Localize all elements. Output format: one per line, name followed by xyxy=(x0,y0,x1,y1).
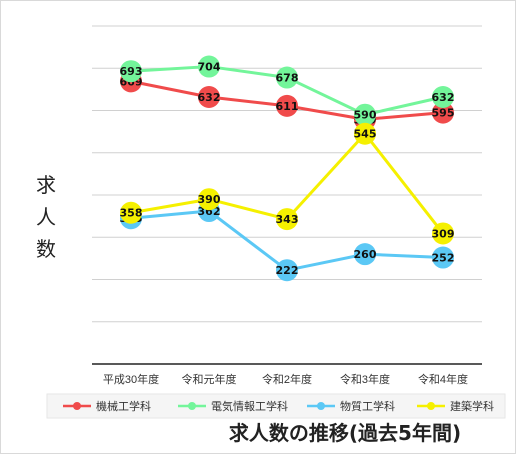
data-point xyxy=(198,85,220,108)
series-2: 693 704 678 590 632 xyxy=(120,55,455,126)
data-point xyxy=(198,188,220,211)
legend-marker xyxy=(427,402,435,410)
chart-title: 求人数の推移(過去5年間) xyxy=(229,421,461,445)
series-group: 6696326115795956937046785906323453622222… xyxy=(120,55,455,282)
data-label: 704 xyxy=(198,61,221,74)
legend: 機械工学科 電気情報工学科 物質工学科 建築学科 xyxy=(46,393,506,419)
data-label: 611 xyxy=(276,100,299,113)
data-point xyxy=(198,55,220,78)
data-point xyxy=(120,201,142,224)
x-axis-ticks: 平成30年度 令和元年度 令和2年度 令和3年度 令和4年度 xyxy=(103,372,468,386)
legend-marker xyxy=(73,402,81,410)
legend-label: 建築学科 xyxy=(450,399,494,413)
data-label: 252 xyxy=(432,252,455,265)
data-label: 693 xyxy=(120,65,143,78)
data-point xyxy=(354,122,376,145)
x-tick-label: 令和元年度 xyxy=(182,372,237,386)
data-label: 678 xyxy=(276,72,299,85)
data-label: 343 xyxy=(276,213,299,226)
x-tick-label: 令和4年度 xyxy=(418,372,468,386)
x-tick-label: 令和3年度 xyxy=(340,372,390,386)
data-point xyxy=(432,85,454,108)
data-label: 222 xyxy=(276,264,299,277)
legend-label: 機械工学科 xyxy=(96,399,151,413)
data-label: 595 xyxy=(432,107,455,120)
data-label: 632 xyxy=(432,91,455,104)
legend-label: 物質工学科 xyxy=(340,399,395,413)
y-axis-label: 求人数 xyxy=(36,173,56,261)
x-tick-label: 平成30年度 xyxy=(103,372,159,386)
legend-marker xyxy=(317,402,325,410)
data-label: 545 xyxy=(354,128,377,141)
data-point xyxy=(432,101,454,124)
data-point xyxy=(120,60,142,83)
data-point xyxy=(432,246,454,269)
data-point xyxy=(276,94,298,117)
data-label: 390 xyxy=(198,193,221,206)
legend-label: 電気情報工学科 xyxy=(211,399,288,413)
data-label: 590 xyxy=(354,109,377,122)
data-point xyxy=(354,103,376,126)
data-point xyxy=(276,208,298,231)
data-point xyxy=(276,259,298,282)
series-4: 358 390 343 545 309 xyxy=(120,122,455,245)
data-label: 309 xyxy=(432,227,455,240)
x-tick-label: 令和2年度 xyxy=(262,372,312,386)
data-point xyxy=(354,243,376,266)
data-label: 260 xyxy=(354,248,377,261)
legend-marker xyxy=(188,402,196,410)
data-label: 632 xyxy=(198,91,221,104)
data-point xyxy=(276,66,298,89)
data-point xyxy=(432,222,454,245)
data-label: 358 xyxy=(120,207,143,220)
